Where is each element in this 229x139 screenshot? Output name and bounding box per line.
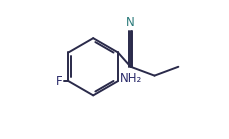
Text: F: F (56, 75, 63, 88)
Text: NH₂: NH₂ (119, 72, 141, 85)
Text: N: N (126, 16, 134, 29)
